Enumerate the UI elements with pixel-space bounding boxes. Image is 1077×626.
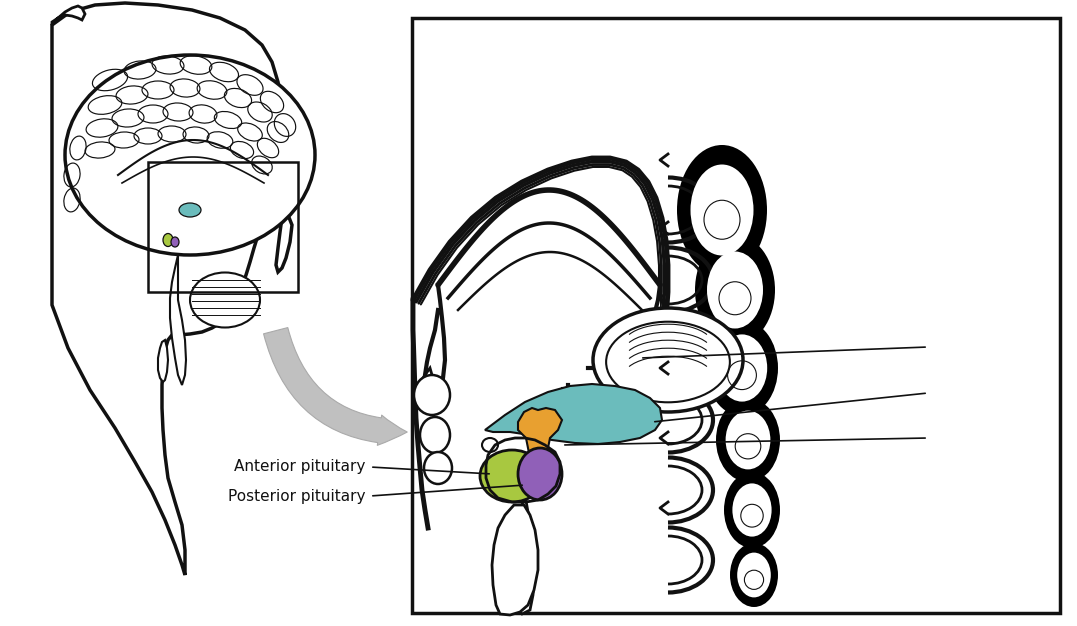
Polygon shape (170, 255, 186, 385)
Ellipse shape (730, 543, 778, 607)
Ellipse shape (163, 233, 173, 247)
Ellipse shape (717, 334, 767, 402)
Ellipse shape (190, 272, 260, 327)
Bar (412, 18, 1060, 613)
Polygon shape (438, 190, 660, 340)
FancyArrowPatch shape (264, 327, 407, 445)
Text: Anterior pituitary: Anterior pituitary (234, 459, 365, 475)
Ellipse shape (482, 438, 498, 452)
Ellipse shape (518, 448, 562, 500)
Ellipse shape (606, 322, 730, 403)
Text: Hypothalamus: Hypothalamus (932, 386, 1043, 401)
Polygon shape (492, 505, 538, 615)
Ellipse shape (695, 235, 775, 345)
Ellipse shape (677, 145, 767, 275)
Polygon shape (158, 340, 168, 382)
Ellipse shape (707, 320, 778, 416)
Ellipse shape (179, 203, 201, 217)
Ellipse shape (414, 375, 450, 415)
Ellipse shape (480, 450, 544, 502)
Ellipse shape (716, 398, 780, 482)
Ellipse shape (65, 55, 314, 255)
Polygon shape (52, 6, 85, 25)
Text: Posterior pituitary: Posterior pituitary (227, 488, 365, 503)
Ellipse shape (707, 252, 763, 329)
Bar (148, 162, 298, 292)
Ellipse shape (420, 417, 450, 453)
Ellipse shape (737, 553, 771, 597)
Ellipse shape (726, 411, 770, 470)
Polygon shape (514, 495, 535, 614)
Text: Infundibulum: Infundibulum (932, 431, 1033, 446)
Polygon shape (52, 3, 292, 575)
Ellipse shape (724, 472, 780, 548)
Text: Thalamus: Thalamus (932, 339, 1007, 354)
Ellipse shape (732, 483, 771, 536)
Ellipse shape (690, 165, 754, 255)
Polygon shape (485, 384, 662, 444)
Ellipse shape (424, 452, 452, 484)
Ellipse shape (171, 237, 179, 247)
Polygon shape (518, 408, 562, 472)
Ellipse shape (593, 308, 743, 412)
